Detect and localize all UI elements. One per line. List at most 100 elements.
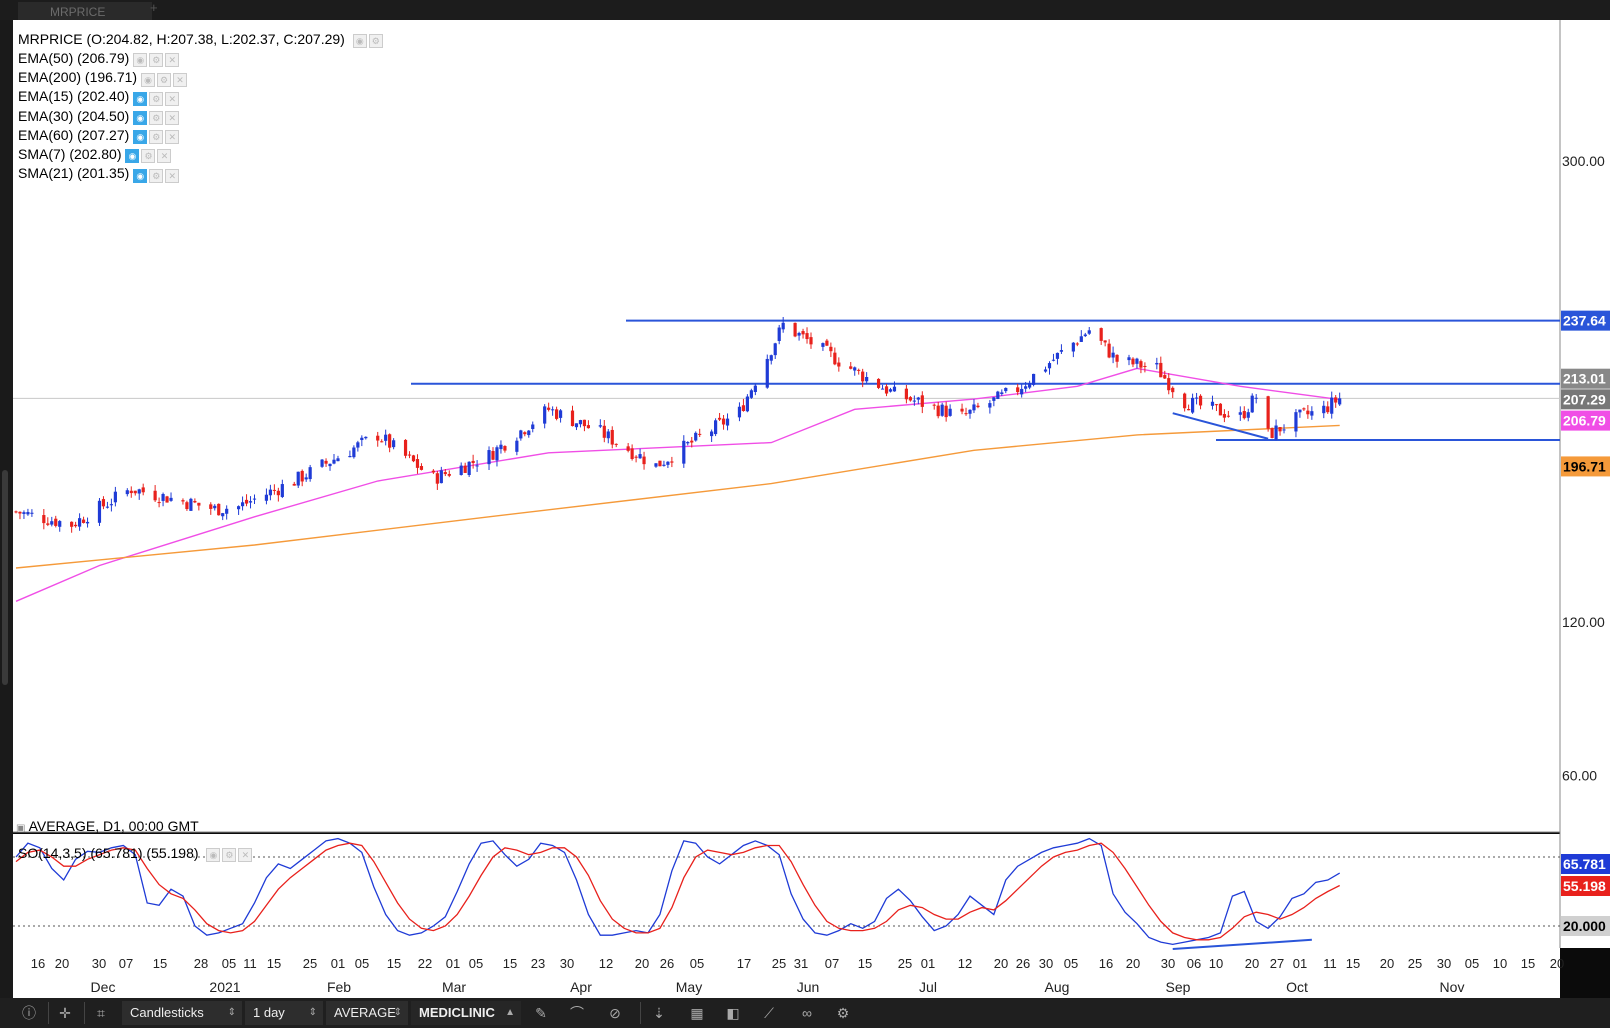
- candle-body: [749, 390, 753, 398]
- price-pane-background: [13, 20, 1560, 832]
- candle-body: [626, 446, 630, 451]
- candle-body: [1131, 358, 1135, 365]
- eye-icon[interactable]: ◉: [133, 53, 148, 68]
- eye-icon[interactable]: ◉: [133, 168, 148, 183]
- toolbar-separator: [48, 1002, 49, 1024]
- candle-body: [81, 519, 86, 523]
- vertical-scrollbar[interactable]: [2, 470, 8, 685]
- layout-grid-icon[interactable]: ▦: [690, 1005, 704, 1021]
- price-badge: 207.29: [1563, 391, 1606, 407]
- candle-body: [26, 512, 30, 515]
- crop-icon[interactable]: ⌗: [97, 1005, 105, 1021]
- candle-body: [97, 500, 102, 523]
- eye-icon[interactable]: ◉: [133, 130, 148, 145]
- candle-body: [710, 431, 714, 437]
- close-icon[interactable]: ✕: [165, 168, 180, 183]
- date-tick-label: 26: [1016, 956, 1030, 971]
- candle-body: [602, 425, 606, 438]
- eye-icon[interactable]: ◉: [352, 34, 367, 49]
- add-tab-button[interactable]: +: [150, 0, 158, 15]
- price-chart[interactable]: 300.00180.00120.0060.00237.64213.01207.2…: [0, 0, 1610, 998]
- candle-body: [825, 340, 829, 346]
- candle-body: [292, 483, 296, 486]
- indicator-legend-row: EMA(60) (207.27) ◉ ⚙ ✕: [18, 127, 180, 145]
- candle-body: [85, 521, 90, 524]
- date-tick-label: 01: [331, 956, 345, 971]
- compare-select[interactable]: MEDICLINIC ▲: [411, 1001, 521, 1025]
- timeframe-select[interactable]: 1 day ⇕: [245, 1001, 323, 1025]
- candle-body: [443, 472, 447, 475]
- candle-body: [133, 490, 137, 494]
- sort-icon[interactable]: ⇣: [653, 1005, 665, 1021]
- hide-drawings-icon[interactable]: ⊘: [609, 1005, 621, 1021]
- candle-body: [586, 425, 590, 429]
- pencil-icon[interactable]: ✎: [535, 1005, 547, 1021]
- gear-icon[interactable]: ⚙: [149, 168, 164, 183]
- magnet-icon[interactable]: ⌒: [570, 1005, 584, 1021]
- gear-icon[interactable]: ⚙: [157, 72, 172, 87]
- close-icon[interactable]: ✕: [157, 149, 172, 164]
- gear-icon[interactable]: ⚙: [368, 34, 383, 49]
- candle-body: [384, 434, 388, 441]
- eye-icon[interactable]: ◉: [206, 848, 221, 863]
- eye-icon[interactable]: ◉: [141, 72, 156, 87]
- close-icon[interactable]: ✕: [173, 72, 188, 87]
- toolbar-separator: [640, 1002, 641, 1024]
- gear-icon[interactable]: ⚙: [149, 53, 164, 68]
- close-icon[interactable]: ✕: [165, 53, 180, 68]
- eye-icon[interactable]: ◉: [125, 149, 140, 164]
- candle-body: [1226, 415, 1230, 417]
- candle-body: [793, 322, 797, 337]
- candle-body: [491, 451, 495, 460]
- candle-body: [1306, 410, 1310, 415]
- candle-body: [217, 503, 221, 516]
- compare-value: MEDICLINIC: [419, 1005, 495, 1020]
- date-tick-label: 30: [1039, 956, 1053, 971]
- candle-body: [209, 504, 213, 509]
- price-badge-bg: [1561, 456, 1610, 477]
- month-label: Dec: [91, 979, 116, 995]
- candle-body: [1032, 373, 1036, 385]
- candle-body: [821, 343, 825, 347]
- candle-body: [1242, 411, 1246, 419]
- candle-body: [360, 437, 364, 441]
- candle-body: [439, 470, 443, 484]
- price-axis-background: [1560, 20, 1610, 948]
- candle-body: [1310, 411, 1314, 416]
- eye-icon[interactable]: ◉: [133, 111, 148, 126]
- gear-icon[interactable]: ⚙: [141, 149, 156, 164]
- candle-body: [376, 435, 380, 441]
- templates-icon[interactable]: ◧: [726, 1005, 740, 1021]
- candle-body: [169, 497, 173, 501]
- candle-body: [551, 409, 555, 411]
- gear-icon[interactable]: ⚙: [149, 130, 164, 145]
- gear-icon[interactable]: ⚙: [222, 848, 237, 863]
- close-icon[interactable]: ✕: [165, 91, 180, 106]
- candle-body: [403, 439, 408, 456]
- candle-body: [193, 500, 197, 503]
- chart-type-select[interactable]: Candlesticks ⇕: [122, 1001, 242, 1025]
- link-icon[interactable]: ∞: [802, 1005, 812, 1021]
- candle-body: [543, 406, 547, 424]
- close-icon[interactable]: ✕: [238, 848, 253, 863]
- indicators-icon[interactable]: ⟋: [764, 1005, 774, 1021]
- instrument-select[interactable]: AVERAGE ⇕: [326, 1001, 408, 1025]
- close-icon[interactable]: ✕: [165, 130, 180, 145]
- candle-body: [1155, 362, 1159, 365]
- eye-icon[interactable]: ◉: [133, 91, 148, 106]
- gear-icon[interactable]: ⚙: [149, 111, 164, 126]
- tab-mrprice[interactable]: MRPRICE: [18, 2, 152, 20]
- candle-body: [932, 404, 936, 406]
- info-icon[interactable]: ⓘ: [22, 1005, 36, 1021]
- oscillator-d-badge: 55.198: [1563, 878, 1606, 894]
- gear-icon[interactable]: ⚙: [149, 91, 164, 106]
- date-tick-label: 01: [446, 956, 460, 971]
- candle-body: [30, 512, 34, 514]
- candle-body: [1187, 409, 1191, 411]
- candle-body: [252, 498, 257, 500]
- date-tick-label: 15: [858, 956, 872, 971]
- close-icon[interactable]: ✕: [165, 111, 180, 126]
- crosshair-icon[interactable]: ✛: [59, 1005, 71, 1021]
- settings-gear-icon[interactable]: ⚙: [836, 1005, 850, 1021]
- date-tick-label: 30: [92, 956, 106, 971]
